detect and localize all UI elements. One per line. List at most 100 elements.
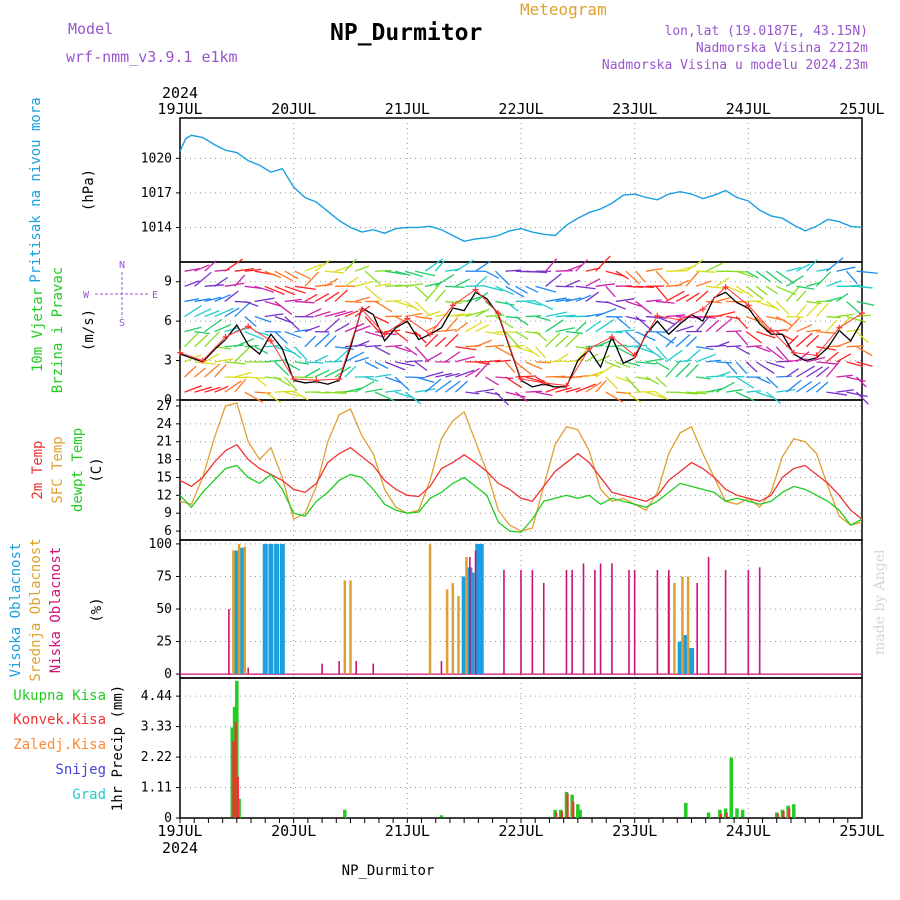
wind-barb	[535, 300, 554, 311]
cloud-bar-low	[667, 569, 670, 675]
wind-barb	[224, 258, 243, 272]
wind-barb	[675, 279, 690, 287]
wind-barb	[735, 285, 754, 298]
wind-barb	[495, 315, 514, 329]
cloud-bar-low	[474, 550, 477, 675]
wind-gust-marker	[586, 345, 593, 352]
precip-legend-2: Zaledj.Kisa	[13, 737, 106, 753]
wind-barb	[314, 259, 331, 272]
wind-barb	[665, 349, 683, 363]
wind-barb	[615, 361, 631, 369]
x-date-label-top: 22JUL	[498, 100, 543, 118]
x-date-label-top: 23JUL	[612, 100, 657, 118]
precip-bar-total	[706, 812, 711, 818]
wind-barb	[846, 328, 861, 333]
cloud-bar-mid	[237, 543, 241, 675]
cloud-bar-mid	[686, 576, 690, 675]
wind-gust-marker	[472, 286, 479, 293]
wind-barb	[344, 310, 359, 318]
wind-barb	[344, 258, 357, 272]
wind-barb	[706, 375, 726, 378]
wind-barb	[836, 313, 854, 318]
wind-barb	[635, 285, 654, 289]
wind-barb	[796, 324, 813, 333]
wind-barb	[244, 391, 264, 404]
cloud-high-axis-title: Visoka Oblacnost	[8, 543, 24, 678]
wind-barb	[404, 346, 418, 356]
wind-barb	[184, 304, 202, 318]
wind-axis-title: 10m Vjetar	[30, 288, 46, 372]
wind-barb	[424, 352, 443, 363]
wind-barb	[785, 368, 799, 378]
y-tick-label: 50	[156, 602, 172, 617]
wind-barb	[715, 311, 736, 318]
y-tick-label: 25	[156, 635, 172, 650]
wind-barb	[545, 258, 558, 272]
wind-gust-marker	[199, 357, 206, 364]
wind-barb	[344, 351, 365, 363]
wind-barb	[555, 335, 569, 348]
wind-barb	[314, 293, 330, 302]
x-date-label-top: 24JUL	[726, 100, 771, 118]
y-tick-label: 3	[164, 354, 172, 369]
wind-barb	[785, 275, 804, 287]
wind-barb	[485, 344, 505, 348]
wind-barb	[424, 333, 439, 348]
wind-barb	[675, 391, 698, 395]
compass-north: N	[119, 260, 125, 271]
wind-barb	[254, 297, 275, 303]
wind-barb	[555, 353, 569, 363]
wind-barb	[194, 331, 211, 335]
wind-barb	[354, 325, 371, 333]
wind-barb	[575, 321, 587, 333]
wind-barb	[214, 358, 234, 363]
wind-barb	[284, 376, 298, 392]
wind-barb	[184, 385, 203, 393]
wind-barb	[334, 310, 353, 318]
wind-barb	[625, 270, 641, 285]
wind-barb	[585, 353, 599, 363]
precip-bar-total	[718, 809, 722, 818]
wind-barb	[585, 320, 602, 333]
wind-gust-marker	[745, 302, 752, 309]
wind-barb	[745, 361, 758, 373]
wind-barb	[545, 360, 566, 363]
wind-barb	[394, 331, 409, 342]
wind-barb	[525, 270, 548, 274]
wind-barb	[374, 391, 395, 402]
y-tick-label: 9	[164, 506, 172, 521]
wind-barb	[645, 346, 662, 359]
wind-barb	[845, 270, 858, 285]
wind-barb	[314, 369, 330, 378]
wind-barb	[425, 310, 441, 318]
wind-barb	[475, 388, 495, 393]
wind-barb	[194, 334, 208, 348]
precip-bar-convective	[234, 721, 237, 818]
wind-barb	[535, 285, 557, 293]
cloud-bar-low	[611, 563, 613, 675]
cloud-bar-low	[707, 556, 710, 675]
wind-barb	[525, 300, 542, 306]
wind-barb	[274, 285, 296, 296]
wind-gust-marker	[427, 331, 434, 338]
precip-bar-convective	[725, 812, 728, 818]
wind-barb	[826, 315, 841, 319]
wind-barb	[565, 358, 584, 363]
wind-barb	[766, 329, 787, 333]
y-tick-label: 21	[156, 435, 172, 450]
wind-barb	[746, 390, 762, 393]
wind-barb	[264, 270, 282, 279]
wind-barb	[324, 310, 347, 318]
wind-barb	[364, 376, 379, 382]
wind-barb	[394, 346, 411, 353]
wind-barb	[825, 360, 841, 378]
wind-barb	[695, 346, 714, 351]
wind-barb	[695, 315, 711, 333]
cloud-bar-low	[594, 569, 596, 675]
wind-barb	[535, 315, 551, 322]
cloud-bar-mid	[349, 580, 352, 675]
wind-barb	[715, 341, 730, 348]
wind-barb	[244, 300, 259, 307]
wind-barb	[836, 353, 852, 363]
